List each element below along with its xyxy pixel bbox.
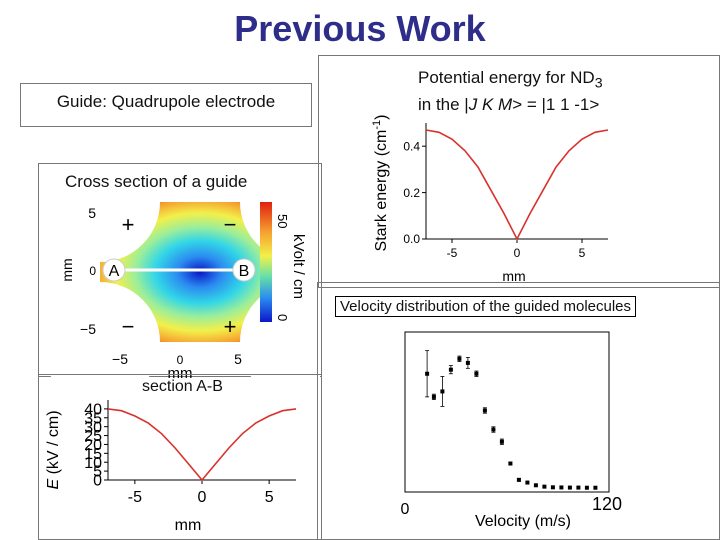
data-point [576,485,581,490]
velocity-x-max: 120 [592,494,622,514]
potential-title-line1: Potential energy for ND [418,68,595,87]
data-point [491,427,496,432]
series-line [107,408,297,482]
data-point [448,367,453,372]
electrode-sign: − [224,212,237,237]
data-point [567,485,572,490]
colorbar [260,202,272,322]
colorbar-label: kVolt / cm [290,234,307,299]
y-tick-label: 20 [84,437,102,454]
electrode-sign: + [224,314,237,339]
potential-title-subscript: 3 [594,75,603,92]
page-title: Previous Work [234,8,486,49]
y-tick-label: 0 [93,473,102,490]
x-tick-label: 5 [265,489,274,506]
point-a-label: A [109,263,120,280]
data-point [474,371,479,376]
cross-section-title: Cross section of a guide [65,172,248,191]
cross-section-plot: A B + − − + 5 0 −5 −5 0 5 mm mm 50 0 kVo… [40,190,320,380]
series-line [425,129,609,241]
data-point [584,485,589,490]
y-tick-label: 0.4 [403,139,420,153]
y-tick-label: 30 [84,419,102,436]
y-axis-label: mm [59,258,75,281]
data-point [440,389,445,394]
y-tick-label: 10 [84,455,102,472]
velocity-title: Velocity distribution of the guided mole… [335,296,637,317]
cross-section-box [38,163,322,377]
data-point [425,371,430,376]
colorbar-min: 0 [275,314,290,321]
data-point [457,356,462,361]
x-tick: 5 [234,351,242,367]
potential-y-label: Stark energy (cm-1) [371,115,390,252]
section-ab-y-label: E (kV / cm) [45,410,62,489]
y-tick-label: 35 [84,410,102,427]
data-point [542,484,547,489]
potential-title-line2-post: > = |1 1 -1> [512,95,600,115]
potential-x-label: mm [502,268,525,284]
y-tick: 5 [88,205,96,221]
section-ab-title: section A-B [142,378,223,395]
point-b-label: B [239,263,250,280]
section-ab-x-label: mm [175,517,202,534]
data-point [559,485,564,490]
x-tick-label: 0 [514,246,521,260]
data-point [508,461,513,466]
potential-chart: Stark energy (cm-1) mm -5 0 5 0.0 0.2 0.4 [371,115,609,284]
x-tick-label: -5 [447,246,458,260]
potential-title: Potential energy for ND3 in the |J K M> … [418,67,603,116]
guide-label: Guide [56,92,103,111]
x-tick-label: 5 [579,246,586,260]
y-tick-label: 15 [84,446,102,463]
colorbar-max: 50 [275,214,290,228]
data-point [482,408,487,413]
data-point [431,394,436,399]
y-tick-label: 5 [93,464,102,481]
x-tick: −5 [112,351,128,367]
x-tick-label: -5 [128,489,142,506]
potential-title-jkm: J K M [468,95,513,115]
y-tick-label: 0.2 [403,186,420,200]
data-point [516,477,521,482]
data-point [550,485,555,490]
data-point [499,439,504,444]
data-point [533,483,538,488]
guide-caption: Guide: Quadrupole electrode [21,92,311,112]
y-tick-label: 0.0 [403,232,420,246]
data-point [593,485,598,490]
guide-description: : Quadrupole electrode [102,92,276,111]
y-tick-label: 40 [84,401,102,418]
y-tick: −5 [80,321,96,337]
x-tick-label: 0 [198,489,207,506]
guide-box: Guide: Quadrupole electrode [20,83,312,127]
electrode-sign: + [122,212,135,237]
electrode-sign: − [122,314,135,339]
velocity-x-label: Velocity (m/s) [475,513,571,530]
x-tick: 0 [177,353,184,367]
velocity-plot-frame [404,331,610,493]
data-point [465,360,470,365]
y-tick-label: 25 [84,428,102,445]
velocity-x-min: 0 [401,501,410,518]
data-point [525,480,530,485]
velocity-chart: 0 120 Velocity (m/s) [401,331,622,530]
potential-title-line2-pre: in the | [418,95,469,115]
x-axis-label: mm [168,365,193,380]
y-tick: 0 [89,264,96,278]
